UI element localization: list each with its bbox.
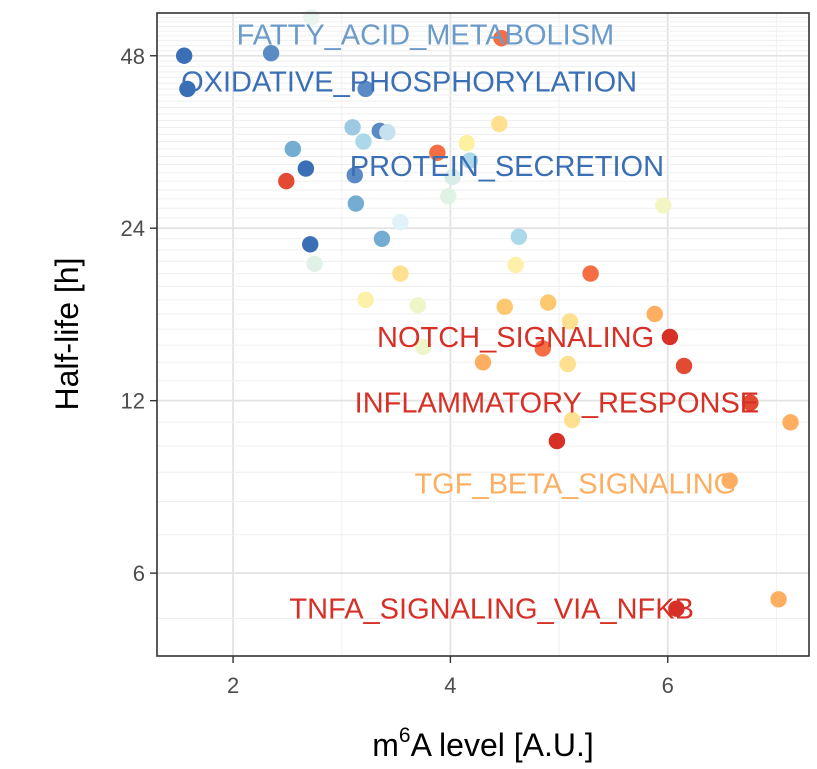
annotation-label: FATTY_ACID_METABOLISM: [237, 19, 615, 51]
x-tick-label: 6: [662, 673, 674, 698]
data-point: [563, 411, 581, 429]
x-axis-title-base: m: [372, 727, 399, 763]
data-point: [392, 213, 409, 231]
annotation-label: INFLAMMATORY_RESPONSE: [355, 388, 760, 420]
y-tick-label: 24: [121, 216, 145, 241]
annotation-label: TNFA_SIGNALING_VIA_NFKB: [289, 594, 694, 626]
data-point: [440, 187, 457, 205]
x-axis-title: m6A level [A.U.]: [372, 724, 594, 763]
y-tick-label: 48: [121, 44, 145, 69]
annotations: FATTY_ACID_METABOLISM OXIDATIVE_PHOSPHORY…: [181, 19, 759, 625]
y-tick-label: 12: [121, 389, 145, 414]
annotation-label: OXIDATIVE_PHOSPHORYLATION: [181, 66, 637, 98]
data-points: [175, 9, 799, 617]
data-point: [278, 172, 295, 190]
data-point: [661, 328, 679, 346]
x-axis-title-superscript: 6: [399, 724, 411, 747]
data-point: [559, 355, 576, 373]
data-point: [357, 80, 374, 98]
data-point: [655, 197, 672, 214]
data-point: [444, 168, 461, 186]
data-point: [646, 305, 663, 323]
data-point: [379, 124, 396, 141]
data-point: [534, 340, 551, 357]
annotation-label: TGF_BETA_SIGNALING: [414, 469, 736, 501]
data-point: [297, 160, 315, 177]
data-point: [721, 472, 738, 489]
x-tick-label: 4: [444, 673, 456, 698]
data-point: [561, 313, 579, 330]
data-point: [284, 140, 302, 158]
data-point: [782, 414, 799, 431]
data-point: [668, 600, 685, 617]
data-point: [344, 119, 361, 136]
data-point: [262, 44, 280, 62]
data-point: [507, 256, 524, 274]
data-point: [582, 265, 599, 282]
data-point: [373, 230, 391, 247]
data-point: [357, 291, 374, 308]
data-point: [392, 265, 409, 282]
data-point: [742, 394, 759, 411]
data-point: [548, 432, 566, 450]
annotation-label: PROTEIN_SECRETION: [350, 151, 664, 183]
data-point: [355, 133, 372, 150]
data-point: [175, 47, 193, 64]
data-point: [415, 338, 432, 356]
x-axis-title-rest: A level [A.U.]: [411, 727, 594, 763]
grid: [157, 13, 809, 656]
data-point: [302, 236, 319, 253]
data-point: [306, 255, 323, 273]
data-point: [675, 357, 693, 375]
data-point: [409, 297, 426, 314]
y-axis-title: Half-life [h]: [49, 258, 85, 411]
data-point: [493, 30, 510, 47]
data-point: [458, 134, 475, 152]
data-point: [510, 228, 528, 245]
data-point: [770, 591, 787, 608]
data-point: [540, 294, 557, 311]
annotation-label: NOTCH_SIGNALING: [377, 322, 654, 354]
data-point: [474, 354, 492, 371]
data-point: [496, 298, 513, 315]
data-point: [491, 115, 508, 133]
data-point: [429, 144, 446, 161]
panel-border: [156, 12, 810, 657]
y-tick-label: 6: [133, 561, 145, 586]
data-point: [347, 195, 365, 212]
data-point: [346, 166, 363, 184]
data-point: [179, 80, 196, 98]
data-point: [461, 152, 479, 169]
x-tick-label: 2: [227, 673, 239, 698]
